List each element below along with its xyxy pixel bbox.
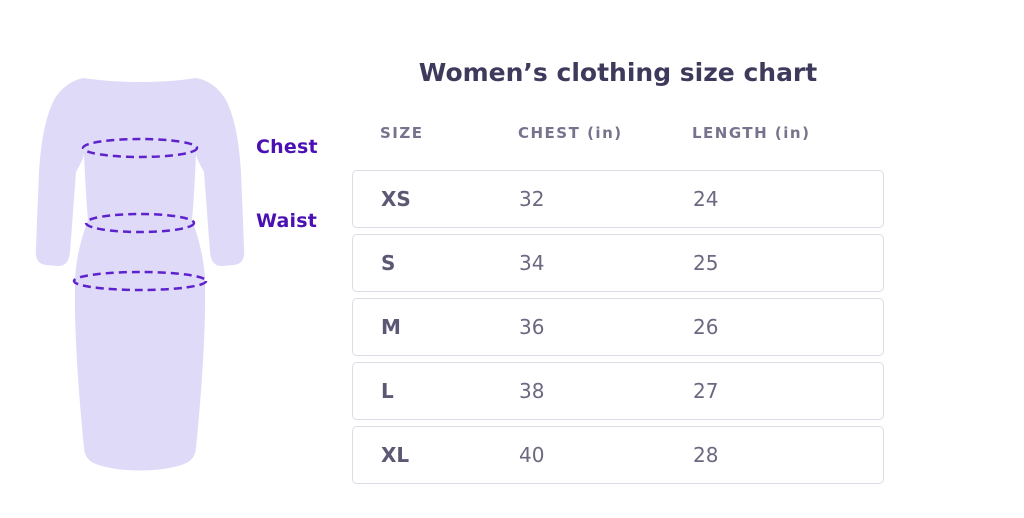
hip-measurement-line [72,270,208,292]
dress-illustration [35,78,245,471]
waist-measurement-line [84,212,196,234]
chest-value: 32 [519,187,545,211]
chart-title: Women’s clothing size chart [418,58,818,87]
size-value: S [381,251,396,275]
length-value: 24 [693,187,719,211]
column-header-length: LENGTH (in) [692,124,811,142]
column-header-chest: CHEST (in) [518,124,623,142]
table-row-l: L 38 27 [352,362,884,420]
column-header-size: SIZE [380,124,424,142]
waist-label: Waist [256,210,318,232]
size-value: M [381,315,401,339]
table-body: XS 32 24 S 34 25 M 36 26 L 38 27 XL 40 [352,170,884,484]
chest-value: 38 [519,379,545,403]
size-value: XS [381,187,411,211]
length-value: 28 [693,443,719,467]
size-value: L [381,379,394,403]
table-row-xs: XS 32 24 [352,170,884,228]
size-value: XL [381,443,410,467]
length-value: 25 [693,251,719,275]
chest-value: 40 [519,443,545,467]
size-chart: Women’s clothing size chart SIZE CHEST (… [352,58,884,490]
table-row-m: M 36 26 [352,298,884,356]
chest-label: Chest [256,136,318,158]
table-row-s: S 34 25 [352,234,884,292]
chest-measurement-line [81,137,199,159]
table-header-row: SIZE CHEST (in) LENGTH (in) [352,124,884,142]
length-value: 26 [693,315,719,339]
table-row-xl: XL 40 28 [352,426,884,484]
length-value: 27 [693,379,719,403]
dress-silhouette-shape [35,78,245,471]
chest-value: 34 [519,251,545,275]
chest-value: 36 [519,315,545,339]
